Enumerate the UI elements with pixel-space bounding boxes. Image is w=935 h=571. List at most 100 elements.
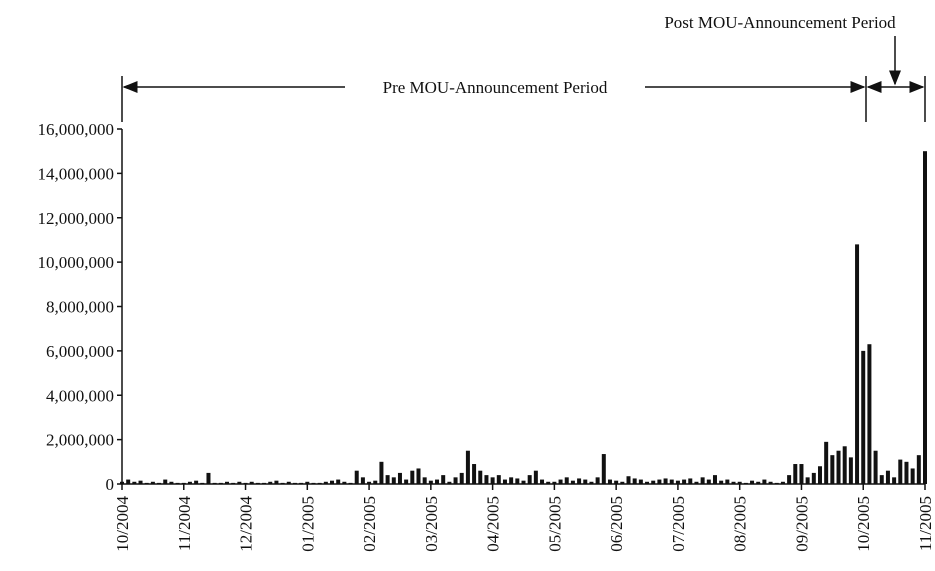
bar (218, 482, 223, 484)
bar (780, 481, 785, 484)
bar (632, 478, 637, 484)
bar (892, 477, 897, 484)
bar (564, 477, 569, 484)
bar (910, 468, 915, 484)
x-tick-label: 01/2005 (298, 496, 317, 552)
bar (231, 482, 236, 484)
y-tick-label: 4,000,000 (46, 386, 114, 405)
bar (138, 480, 143, 484)
bar (663, 478, 668, 484)
bar (404, 479, 409, 484)
bar (410, 470, 415, 484)
bar (441, 475, 446, 484)
bar (262, 482, 267, 484)
bar (126, 479, 131, 484)
bar (558, 479, 563, 484)
bar (725, 479, 730, 484)
bar (614, 480, 619, 484)
bar (379, 461, 384, 484)
bar (799, 464, 804, 484)
bar (515, 478, 520, 484)
x-tick-label: 09/2005 (792, 496, 811, 552)
bar (157, 482, 162, 484)
bar (181, 482, 186, 484)
bar (898, 459, 903, 484)
y-tick-label: 6,000,000 (46, 342, 114, 361)
y-tick-label: 0 (106, 475, 115, 494)
bar (824, 441, 829, 484)
bar (607, 479, 612, 484)
bar (120, 481, 124, 484)
bar (762, 479, 767, 484)
bar (675, 480, 680, 484)
bar (811, 472, 816, 484)
bar (552, 481, 557, 484)
bar (274, 480, 279, 484)
bar (391, 477, 396, 484)
bar (317, 482, 322, 484)
bar (694, 481, 699, 484)
bar (299, 482, 304, 484)
bar (527, 475, 532, 484)
bar (651, 480, 656, 484)
post-period-label: Post MOU-Announcement Period (664, 13, 896, 32)
bar (373, 480, 378, 484)
x-tick-label: 10/2004 (113, 496, 132, 552)
bar (465, 450, 470, 484)
bar (144, 482, 149, 484)
bar (385, 475, 390, 484)
bar (212, 482, 217, 484)
bar (737, 481, 742, 484)
bar (305, 481, 310, 484)
bar (787, 475, 792, 484)
pre-period-label: Pre MOU-Announcement Period (383, 78, 608, 97)
y-tick-label: 12,000,000 (38, 209, 115, 228)
bar (360, 477, 365, 484)
bar (638, 479, 643, 484)
bar (546, 481, 551, 484)
bar (626, 476, 631, 484)
x-tick-label: 12/2004 (237, 496, 256, 552)
x-tick-label: 08/2005 (731, 496, 750, 552)
bar (496, 475, 501, 484)
bar (533, 470, 538, 484)
bar (923, 151, 927, 484)
bar (311, 482, 316, 484)
bar (620, 481, 625, 484)
bar (540, 479, 545, 484)
bar (904, 461, 909, 484)
bar (750, 480, 755, 484)
x-tick-label: 11/2005 (916, 496, 935, 551)
bar (682, 479, 687, 484)
x-tick-label: 02/2005 (360, 496, 379, 552)
bar (595, 477, 600, 484)
bar (842, 446, 847, 484)
y-tick-label: 16,000,000 (38, 120, 115, 139)
bar (867, 344, 872, 484)
bar (292, 482, 297, 484)
bar (601, 454, 606, 484)
x-tick-label: 10/2005 (854, 496, 873, 552)
bar (855, 244, 860, 484)
bar (885, 470, 890, 484)
bar (268, 481, 273, 484)
bar (577, 478, 582, 484)
bar (447, 481, 452, 484)
bar (756, 481, 761, 484)
bar (793, 464, 798, 484)
bar (645, 481, 650, 484)
bar (521, 480, 526, 484)
bar (286, 481, 291, 484)
bar (768, 481, 773, 484)
bar (354, 470, 359, 484)
bar (428, 480, 433, 484)
x-tick-label: 04/2005 (484, 496, 503, 552)
bar (502, 479, 507, 484)
bar (848, 457, 853, 484)
bar (163, 479, 168, 484)
pre-bracket (121, 76, 867, 122)
x-tick-label: 07/2005 (669, 496, 688, 552)
bar (817, 466, 822, 484)
bar (132, 481, 137, 484)
bar (583, 479, 588, 484)
